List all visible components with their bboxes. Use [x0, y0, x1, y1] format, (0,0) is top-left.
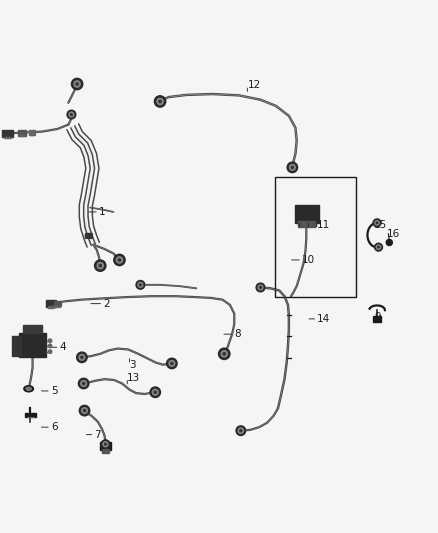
Circle shape: [291, 166, 293, 168]
Text: 13: 13: [127, 373, 141, 383]
Circle shape: [240, 430, 242, 432]
Text: 14: 14: [317, 314, 331, 324]
Circle shape: [48, 350, 52, 353]
Bar: [100, 442, 111, 450]
Text: 12: 12: [247, 80, 261, 90]
Circle shape: [260, 287, 261, 288]
Circle shape: [101, 440, 110, 449]
Text: 9: 9: [374, 312, 381, 322]
Circle shape: [138, 282, 143, 287]
Ellipse shape: [26, 387, 31, 390]
Bar: [18, 130, 25, 135]
Circle shape: [157, 99, 163, 104]
Bar: [4, 136, 11, 138]
Circle shape: [81, 408, 88, 414]
Text: 5: 5: [51, 386, 57, 396]
Text: 1: 1: [99, 207, 106, 217]
Bar: [22, 326, 42, 333]
Circle shape: [76, 83, 78, 85]
Circle shape: [373, 219, 381, 227]
Text: 4: 4: [60, 342, 66, 352]
Bar: [297, 221, 315, 227]
Circle shape: [376, 222, 378, 224]
Circle shape: [79, 354, 85, 360]
Bar: [30, 134, 34, 135]
Bar: [29, 130, 35, 135]
Bar: [19, 333, 46, 357]
Circle shape: [103, 442, 108, 447]
Circle shape: [140, 284, 141, 286]
Circle shape: [386, 239, 392, 246]
Circle shape: [48, 339, 52, 343]
Circle shape: [48, 344, 52, 348]
Circle shape: [290, 165, 295, 170]
Circle shape: [374, 243, 382, 251]
Text: 10: 10: [302, 255, 315, 265]
Ellipse shape: [24, 386, 33, 392]
Text: 6: 6: [51, 422, 57, 432]
Text: 16: 16: [387, 229, 400, 239]
Circle shape: [118, 259, 120, 261]
Circle shape: [81, 356, 83, 358]
Circle shape: [152, 390, 158, 395]
Circle shape: [166, 358, 177, 369]
Bar: [25, 413, 36, 417]
Bar: [275, 177, 356, 297]
Circle shape: [97, 263, 103, 269]
Circle shape: [159, 100, 161, 102]
Circle shape: [74, 81, 80, 87]
Text: 8: 8: [234, 329, 241, 339]
Circle shape: [79, 405, 90, 416]
Circle shape: [78, 378, 89, 389]
Circle shape: [150, 387, 160, 398]
Circle shape: [238, 428, 244, 433]
Bar: [55, 306, 60, 307]
Bar: [294, 205, 318, 223]
Circle shape: [171, 362, 173, 365]
Circle shape: [69, 112, 74, 117]
Circle shape: [83, 383, 85, 385]
Text: 7: 7: [95, 430, 101, 440]
Circle shape: [236, 426, 246, 435]
Circle shape: [105, 443, 106, 445]
Bar: [46, 300, 56, 307]
Circle shape: [99, 264, 101, 266]
Circle shape: [378, 246, 379, 248]
Circle shape: [256, 283, 265, 292]
Circle shape: [71, 114, 72, 116]
Bar: [19, 135, 24, 136]
Circle shape: [221, 351, 227, 357]
Circle shape: [376, 245, 381, 249]
Text: 11: 11: [317, 220, 331, 230]
Circle shape: [77, 352, 87, 362]
Circle shape: [114, 254, 125, 265]
Circle shape: [223, 353, 226, 355]
Text: 15: 15: [374, 220, 387, 230]
Circle shape: [67, 110, 76, 119]
Circle shape: [258, 285, 263, 290]
Circle shape: [154, 96, 166, 107]
Circle shape: [84, 409, 85, 411]
Bar: [2, 130, 13, 137]
Text: 2: 2: [103, 298, 110, 309]
Bar: [54, 301, 61, 306]
Circle shape: [375, 221, 379, 225]
Circle shape: [81, 381, 87, 386]
Circle shape: [154, 391, 156, 393]
Circle shape: [95, 260, 106, 271]
Circle shape: [71, 78, 83, 90]
Circle shape: [136, 280, 145, 289]
Bar: [48, 306, 54, 308]
Circle shape: [287, 162, 297, 173]
FancyBboxPatch shape: [85, 233, 92, 238]
Text: 3: 3: [130, 360, 136, 370]
Circle shape: [117, 257, 123, 263]
Circle shape: [219, 348, 230, 359]
Bar: [12, 336, 21, 356]
Bar: [102, 449, 109, 453]
Bar: [373, 316, 381, 321]
Circle shape: [169, 360, 175, 366]
